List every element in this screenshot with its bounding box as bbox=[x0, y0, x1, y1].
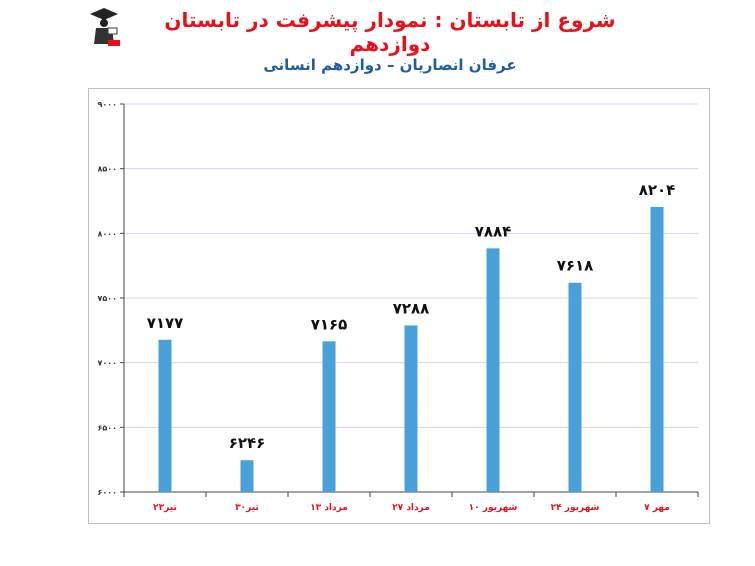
bar bbox=[322, 341, 336, 492]
bar bbox=[240, 460, 254, 492]
bar bbox=[404, 325, 418, 492]
x-category-label: ۱۰ شهریور bbox=[469, 503, 518, 513]
bar-value-label: ۷۱۷۷ bbox=[147, 314, 184, 332]
y-tick-label: ۸۵۰۰ bbox=[97, 165, 117, 174]
y-tick-label: ۷۵۰۰ bbox=[97, 294, 117, 303]
graduate-logo-icon bbox=[86, 6, 122, 48]
bar bbox=[568, 282, 582, 492]
bar bbox=[158, 339, 172, 492]
x-category-label: ۳۰تیر bbox=[235, 503, 259, 513]
x-category-label: ۲۳تیر bbox=[153, 503, 177, 513]
bar-value-label: ۷۶۱۸ bbox=[557, 257, 594, 275]
bar bbox=[486, 248, 500, 492]
y-tick-label: ۷۰۰۰ bbox=[97, 359, 117, 368]
x-category-label: ۲۷ مرداد bbox=[392, 503, 430, 513]
y-tick-label: ۶۰۰۰ bbox=[97, 488, 117, 497]
chart-frame bbox=[88, 88, 710, 524]
page-title: شروع از تابستان : نمودار پیشرفت در تابست… bbox=[164, 8, 616, 56]
y-tick-label: ۶۵۰۰ bbox=[97, 423, 117, 432]
bar-value-label: ۶۲۴۶ bbox=[229, 434, 266, 452]
bar-value-label: ۷۱۶۵ bbox=[311, 315, 348, 333]
bar-value-label: ۷۲۸۸ bbox=[393, 299, 430, 317]
bar-value-label: ۸۲۰۴ bbox=[639, 181, 676, 199]
bar-value-label: ۷۸۸۴ bbox=[475, 222, 512, 240]
y-tick-label: ۸۰۰۰ bbox=[97, 229, 117, 238]
bar bbox=[650, 206, 664, 492]
y-tick-label: ۹۰۰۰ bbox=[97, 100, 117, 109]
page-subtitle: عرفان انصاریان – دوازدهم انسانی bbox=[263, 56, 517, 74]
x-category-label: ۱۳ مرداد bbox=[310, 503, 348, 513]
x-category-label: ۷ مهر bbox=[644, 503, 670, 513]
x-category-label: ۲۴ شهریور bbox=[551, 503, 600, 513]
